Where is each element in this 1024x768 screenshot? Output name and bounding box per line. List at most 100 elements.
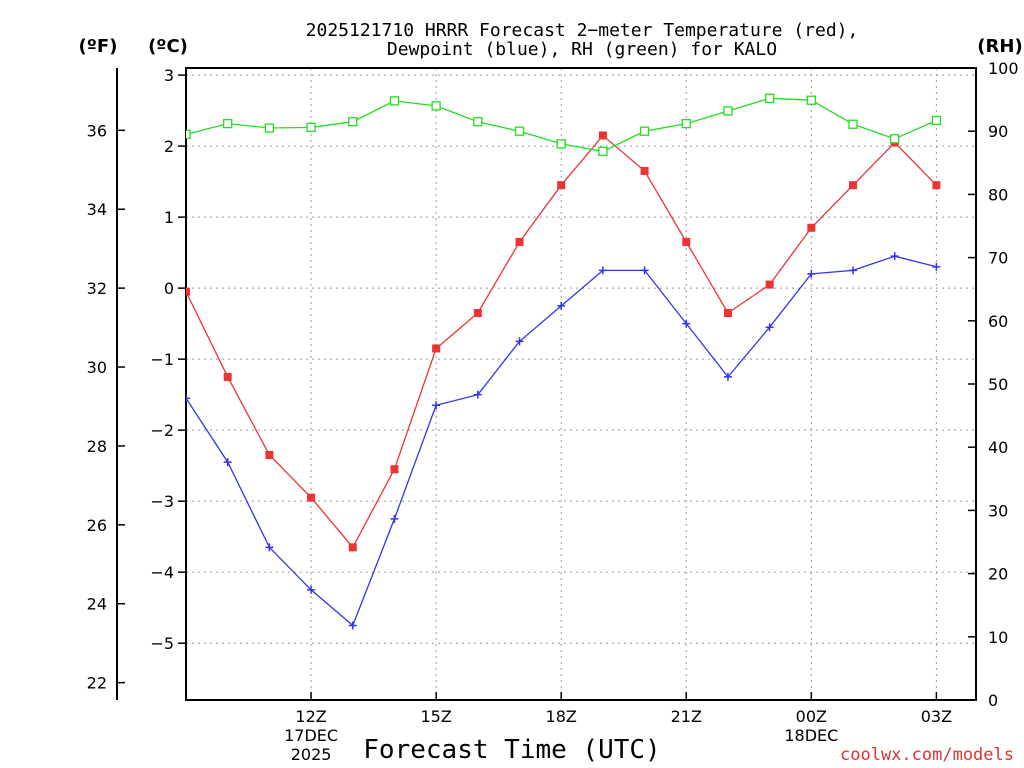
celsius-tick-label: −5 xyxy=(150,634,174,653)
data-point-2-meter-temperature xyxy=(765,280,774,289)
data-point-dewpoint xyxy=(307,585,316,594)
fahrenheit-tick-label: 24 xyxy=(87,595,107,614)
credit-text: coolwx.com/models xyxy=(840,745,1014,765)
data-point-dewpoint xyxy=(598,266,607,275)
rh-tick-label: 50 xyxy=(988,375,1008,394)
data-point-rh xyxy=(556,139,566,149)
data-point-rh xyxy=(431,101,441,111)
data-point-2-meter-temperature xyxy=(598,131,607,140)
celsius-tick-label: −4 xyxy=(150,563,174,582)
data-point-dewpoint xyxy=(265,543,274,552)
data-point-dewpoint xyxy=(849,266,858,275)
data-point-rh xyxy=(681,118,691,129)
rh-tick-label: 20 xyxy=(988,565,1008,584)
data-point-dewpoint xyxy=(890,252,899,261)
chart-title-line-2: Dewpoint (blue), RH (green) for KALO xyxy=(387,39,777,60)
data-point-rh xyxy=(348,117,358,127)
chart-title: 2025121710 HRRR Forecast 2−meter Tempera… xyxy=(306,20,859,60)
series-rh xyxy=(186,93,942,157)
data-point-2-meter-temperature xyxy=(557,181,566,190)
data-point-dewpoint xyxy=(223,458,232,467)
data-point-2-meter-temperature xyxy=(265,451,274,460)
data-point-rh xyxy=(473,117,483,127)
time-tick-label: 21Z xyxy=(671,707,702,726)
rh-tick-label: 10 xyxy=(988,628,1008,647)
rh-tick-label: 40 xyxy=(988,438,1008,457)
data-point-rh xyxy=(186,129,191,140)
time-tick-year: 2025 xyxy=(291,745,332,764)
celsius-tick-label: −3 xyxy=(150,492,174,511)
data-point-2-meter-temperature xyxy=(432,344,441,353)
data-point-rh xyxy=(806,95,816,105)
data-point-dewpoint xyxy=(432,401,441,410)
data-point-rh xyxy=(264,123,275,133)
data-point-2-meter-temperature xyxy=(682,237,691,246)
data-point-dewpoint xyxy=(557,301,566,310)
fahrenheit-tick-label: 28 xyxy=(87,437,107,456)
data-point-2-meter-temperature xyxy=(223,372,232,381)
fahrenheit-tick-label: 34 xyxy=(87,200,107,219)
fahrenheit-unit-label: (ºF) xyxy=(79,36,118,57)
celsius-axis: 3 2 1 0 −1 −2 −3 −4 −5 xyxy=(150,66,186,653)
x-axis-label: Forecast Time (UTC) xyxy=(363,735,660,765)
data-point-dewpoint xyxy=(765,323,774,332)
chart-title-line-1: 2025121710 HRRR Forecast 2−meter Tempera… xyxy=(306,20,859,41)
series-dewpoint xyxy=(186,252,941,630)
data-point-2-meter-temperature xyxy=(390,465,399,474)
data-point-dewpoint xyxy=(932,262,941,271)
fahrenheit-axis: 36 34 32 30 28 26 24 22 xyxy=(87,121,125,693)
data-point-dewpoint xyxy=(348,621,357,630)
data-point-rh xyxy=(848,119,858,129)
data-point-2-meter-temperature xyxy=(473,308,482,317)
celsius-unit-label: (ºC) xyxy=(148,36,188,57)
data-point-2-meter-temperature xyxy=(640,166,649,175)
series-layer xyxy=(186,93,942,630)
data-point-2-meter-temperature xyxy=(723,308,732,317)
rh-axis: 0 10 20 30 40 50 60 70 80 90 100 xyxy=(968,59,1019,710)
data-point-2-meter-temperature xyxy=(515,237,524,246)
celsius-tick-label: 0 xyxy=(164,279,174,298)
data-point-2-meter-temperature xyxy=(307,493,316,502)
data-point-rh xyxy=(598,146,608,157)
rh-tick-label: 80 xyxy=(988,185,1008,204)
data-point-dewpoint xyxy=(640,266,649,275)
data-point-2-meter-temperature xyxy=(186,287,190,296)
celsius-tick-label: 3 xyxy=(164,66,174,85)
rh-unit-label: (RH) xyxy=(977,36,1022,57)
celsius-tick-label: 2 xyxy=(164,137,174,156)
fahrenheit-tick-label: 32 xyxy=(87,279,107,298)
data-point-dewpoint xyxy=(186,394,190,403)
time-tick-label: 12Z xyxy=(295,707,326,726)
rh-tick-label: 60 xyxy=(988,312,1008,331)
rh-tick-label: 70 xyxy=(988,249,1008,268)
celsius-tick-label: −2 xyxy=(150,421,174,440)
time-tick-label: 03Z xyxy=(921,707,952,726)
data-point-2-meter-temperature xyxy=(348,543,357,552)
rh-tick-label: 90 xyxy=(988,122,1008,141)
time-tick-label: 18Z xyxy=(546,707,577,726)
time-tick-date: 18DEC xyxy=(784,726,838,745)
celsius-tick-label: 1 xyxy=(164,208,174,227)
data-point-2-meter-temperature xyxy=(932,181,941,190)
data-point-dewpoint xyxy=(515,337,524,346)
data-point-rh xyxy=(306,122,316,133)
grid-lines xyxy=(186,68,976,700)
time-tick-label: 15Z xyxy=(420,707,451,726)
data-point-dewpoint xyxy=(723,372,732,381)
rh-tick-label: 30 xyxy=(988,501,1008,520)
rh-tick-label: 0 xyxy=(988,691,998,710)
time-tick-label: 00Z xyxy=(796,707,827,726)
data-point-2-meter-temperature xyxy=(849,181,858,190)
fahrenheit-tick-label: 26 xyxy=(87,516,107,535)
data-point-rh xyxy=(890,134,900,144)
celsius-tick-label: −1 xyxy=(150,350,174,369)
data-point-dewpoint xyxy=(807,269,816,278)
data-point-rh xyxy=(931,115,942,126)
data-point-rh xyxy=(723,106,733,116)
data-point-rh xyxy=(389,96,400,106)
data-point-rh xyxy=(514,126,525,136)
plot-frame xyxy=(185,67,977,701)
data-point-dewpoint xyxy=(473,390,482,399)
